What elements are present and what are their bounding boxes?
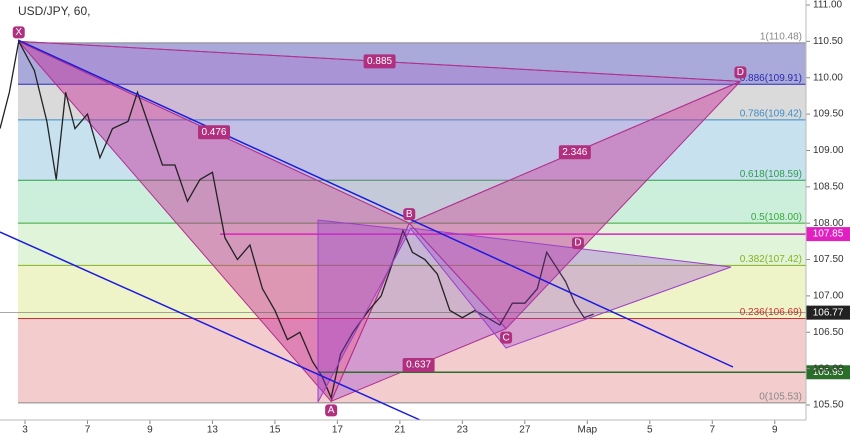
fib-label: 0.618(108.59) [740, 169, 802, 180]
x-tick-label: 23 [457, 425, 469, 435]
x-tick-label: 21 [394, 425, 406, 435]
y-tick-label: 107.50 [813, 254, 844, 265]
point-label: D [737, 67, 744, 78]
x-tick-label: Мар [578, 425, 598, 435]
fib-label: 0.382(107.42) [740, 254, 802, 265]
ratio-box [558, 145, 591, 160]
price-box-label: 105.95 [813, 367, 844, 378]
ratio-label: 2.346 [562, 147, 587, 158]
ratio-box [197, 125, 230, 140]
x-tick-label: 3 [22, 425, 28, 435]
y-tick-label: 106.50 [813, 327, 844, 338]
y-tick-label: 111.00 [813, 0, 843, 11]
fib-label: 0.886(109.91) [740, 73, 802, 84]
point-box [500, 331, 513, 344]
x-tick-label: 5 [647, 425, 653, 435]
ratio-label: 0.885 [367, 56, 392, 67]
point-box [403, 208, 416, 221]
trend-line [17, 39, 734, 368]
ratio-label: 0.637 [406, 360, 431, 371]
ratio-box [402, 358, 435, 372]
y-tick-label: 110.00 [813, 72, 843, 83]
fib-band [18, 265, 806, 319]
price-box [806, 305, 850, 320]
fib-label: 1(110.48) [760, 31, 802, 42]
point-label: B [406, 209, 413, 220]
point-label: A [328, 405, 335, 416]
trend-line [0, 231, 421, 421]
price-line [0, 39, 594, 400]
chart-title: USD/JPY, 60, [18, 4, 90, 18]
price-box [806, 365, 850, 380]
fib-label: 0.5(108.00) [751, 212, 802, 223]
y-tick-label: 109.50 [813, 109, 844, 120]
y-tick-label: 105.50 [813, 400, 844, 411]
price-box [806, 227, 850, 242]
y-tick-label: 110.50 [813, 36, 843, 47]
x-tick-label: 9 [147, 425, 153, 435]
x-tick-label: 15 [269, 425, 281, 435]
pattern-shape [408, 227, 732, 349]
title-bg [0, 2, 130, 22]
x-tick-label: 7 [709, 425, 715, 435]
price-box-label: 106.77 [813, 307, 844, 318]
y-tick-label: 107.00 [813, 291, 844, 302]
pattern-shape [317, 219, 411, 403]
point-box [325, 404, 338, 417]
x-tick-label: 13 [207, 425, 219, 435]
y-tick-label: 108.00 [813, 218, 844, 229]
x-tick-label: 27 [519, 425, 531, 435]
ratio-label: 0.476 [201, 127, 226, 138]
point-box [12, 26, 25, 39]
point-label: C [502, 332, 509, 343]
y-tick-label: 108.50 [813, 181, 844, 192]
point-label: X [15, 27, 22, 38]
fib-label: 0.786(109.42) [740, 109, 802, 120]
point-label: D [574, 238, 581, 249]
x-tick-label: 17 [332, 425, 344, 435]
y-tick-label: 106.00 [813, 363, 844, 374]
fib-label: 0(105.53) [759, 391, 802, 402]
point-box [734, 66, 747, 79]
point-box [571, 237, 584, 250]
ratio-box [363, 54, 396, 69]
x-tick-label: 7 [85, 425, 91, 435]
x-tick-label: 9 [772, 425, 778, 435]
price-box-label: 107.85 [813, 229, 844, 240]
y-tick-label: 109.00 [813, 145, 844, 156]
